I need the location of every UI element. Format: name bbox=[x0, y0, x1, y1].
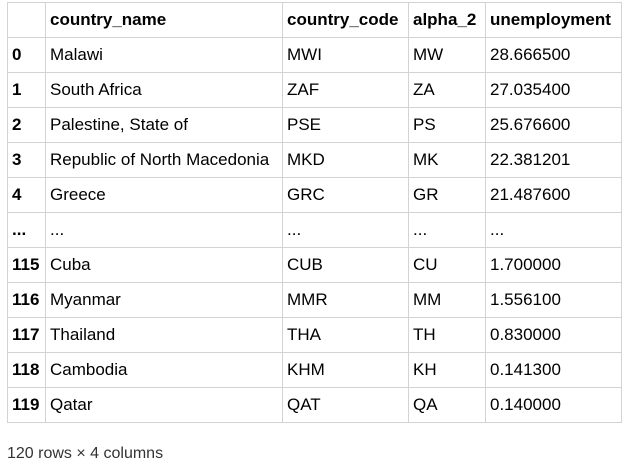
table-row: 2 Palestine, State of PSE PS 25.676600 bbox=[7, 107, 622, 143]
cell-country-code: THA bbox=[282, 317, 409, 353]
cell-country-name: Palestine, State of bbox=[45, 107, 283, 143]
cell-country-code: GRC bbox=[282, 177, 409, 213]
cell-unemployment: 0.830000 bbox=[485, 317, 622, 353]
cell-alpha-2: ... bbox=[408, 212, 486, 248]
table-row: 117 Thailand THA TH 0.830000 bbox=[7, 317, 622, 353]
cell-alpha-2: QA bbox=[408, 387, 486, 423]
column-header-unemployment: unemployment bbox=[485, 2, 622, 38]
cell-alpha-2: MK bbox=[408, 142, 486, 178]
dataframe-shape-caption: 120 rows × 4 columns bbox=[7, 445, 164, 462]
row-index: 0 bbox=[7, 37, 46, 73]
row-index: 116 bbox=[7, 282, 46, 318]
ellipsis-row: ... ... ... ... ... bbox=[7, 212, 622, 248]
cell-unemployment: 25.676600 bbox=[485, 107, 622, 143]
table-row: 118 Cambodia KHM KH 0.141300 bbox=[7, 352, 622, 388]
row-index: 118 bbox=[7, 352, 46, 388]
cell-country-code: MWI bbox=[282, 37, 409, 73]
cell-country-code: KHM bbox=[282, 352, 409, 388]
index-column-header bbox=[7, 2, 46, 38]
cell-country-code: ZAF bbox=[282, 72, 409, 108]
table-row: 0 Malawi MWI MW 28.666500 bbox=[7, 37, 622, 73]
cell-unemployment: 0.140000 bbox=[485, 387, 622, 423]
cell-unemployment: 1.700000 bbox=[485, 247, 622, 283]
cell-alpha-2: MM bbox=[408, 282, 486, 318]
row-index: 3 bbox=[7, 142, 46, 178]
cell-country-code: MKD bbox=[282, 142, 409, 178]
column-header-country-name: country_name bbox=[45, 2, 283, 38]
cell-country-name: ... bbox=[45, 212, 283, 248]
cell-unemployment: 28.666500 bbox=[485, 37, 622, 73]
cell-alpha-2: ZA bbox=[408, 72, 486, 108]
cell-unemployment: 27.035400 bbox=[485, 72, 622, 108]
cell-unemployment: 22.381201 bbox=[485, 142, 622, 178]
cell-alpha-2: KH bbox=[408, 352, 486, 388]
cell-alpha-2: CU bbox=[408, 247, 486, 283]
row-index: 4 bbox=[7, 177, 46, 213]
row-index: 1 bbox=[7, 72, 46, 108]
cell-country-name: Qatar bbox=[45, 387, 283, 423]
header-row: country_name country_code alpha_2 unempl… bbox=[7, 2, 622, 38]
cell-country-code: MMR bbox=[282, 282, 409, 318]
cell-unemployment: 1.556100 bbox=[485, 282, 622, 318]
column-header-alpha-2: alpha_2 bbox=[408, 2, 486, 38]
row-index: 119 bbox=[7, 387, 46, 423]
cell-country-name: Greece bbox=[45, 177, 283, 213]
table-row: 3 Republic of North Macedonia MKD MK 22.… bbox=[7, 142, 622, 178]
row-index: 117 bbox=[7, 317, 46, 353]
cell-country-name: Thailand bbox=[45, 317, 283, 353]
cell-alpha-2: PS bbox=[408, 107, 486, 143]
cell-alpha-2: GR bbox=[408, 177, 486, 213]
cell-country-name: South Africa bbox=[45, 72, 283, 108]
cell-country-name: Republic of North Macedonia bbox=[45, 142, 283, 178]
cell-country-code: ... bbox=[282, 212, 409, 248]
cell-alpha-2: TH bbox=[408, 317, 486, 353]
cell-unemployment: 0.141300 bbox=[485, 352, 622, 388]
table-row: 119 Qatar QAT QA 0.140000 bbox=[7, 387, 622, 423]
cell-country-name: Cuba bbox=[45, 247, 283, 283]
dataframe-table: country_name country_code alpha_2 unempl… bbox=[7, 2, 622, 423]
cell-country-name: Malawi bbox=[45, 37, 283, 73]
cell-country-code: PSE bbox=[282, 107, 409, 143]
row-index: 115 bbox=[7, 247, 46, 283]
row-index: 2 bbox=[7, 107, 46, 143]
cell-country-code: QAT bbox=[282, 387, 409, 423]
column-header-country-code: country_code bbox=[282, 2, 409, 38]
row-index: ... bbox=[7, 212, 46, 248]
table-row: 116 Myanmar MMR MM 1.556100 bbox=[7, 282, 622, 318]
cell-country-code: CUB bbox=[282, 247, 409, 283]
cell-unemployment: 21.487600 bbox=[485, 177, 622, 213]
table-row: 115 Cuba CUB CU 1.700000 bbox=[7, 247, 622, 283]
dataframe-output: country_name country_code alpha_2 unempl… bbox=[7, 2, 622, 462]
table-row: 1 South Africa ZAF ZA 27.035400 bbox=[7, 72, 622, 108]
cell-unemployment: ... bbox=[485, 212, 622, 248]
table-row: 4 Greece GRC GR 21.487600 bbox=[7, 177, 622, 213]
cell-country-name: Cambodia bbox=[45, 352, 283, 388]
cell-alpha-2: MW bbox=[408, 37, 486, 73]
cell-country-name: Myanmar bbox=[45, 282, 283, 318]
